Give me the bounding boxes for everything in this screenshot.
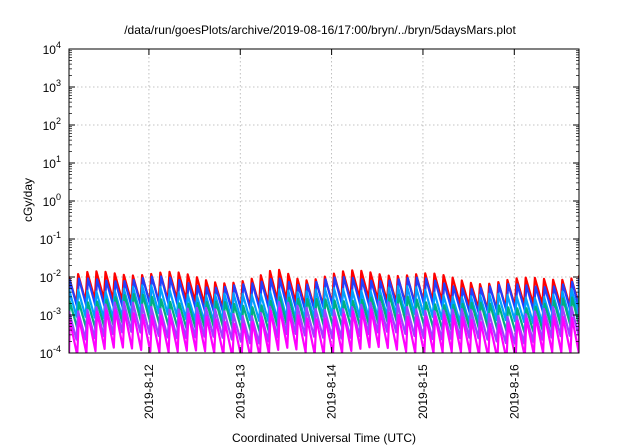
- series-group: [69, 268, 579, 353]
- series-line: [69, 306, 579, 353]
- y-tick-label: 102: [43, 116, 61, 133]
- y-tick-label: 103: [43, 78, 61, 95]
- y-tick-label: 10-3: [40, 306, 61, 323]
- x-tick-label: 2019-8-12: [142, 364, 156, 419]
- series-line: [69, 300, 579, 345]
- x-ticks: 2019-8-12 2019-8-13 2019-8-14 2019-8-15 2019…: [142, 49, 521, 419]
- y-ticks: 10-4 10-3 10-2 10-1 100 101 102 103 104: [40, 40, 579, 361]
- x-axis-label: Coordinated Universal Time (UTC): [232, 431, 416, 445]
- y-axis-label: cGy/day: [21, 178, 35, 222]
- y-tick-label: 100: [43, 192, 61, 209]
- y-tick-label: 104: [43, 40, 61, 57]
- series-line: [69, 284, 579, 325]
- y-tick-label: 10-1: [40, 230, 61, 247]
- chart-title: /data/run/goesPlots/archive/2019-08-16/1…: [124, 23, 516, 37]
- x-tick-label: 2019-8-14: [325, 364, 339, 419]
- y-tick-label: 10-4: [40, 344, 61, 361]
- x-tick-label: 2019-8-16: [507, 364, 521, 419]
- y-tick-label: 10-2: [40, 268, 61, 285]
- y-tick-label: 101: [43, 154, 61, 171]
- x-tick-label: 2019-8-13: [233, 364, 247, 419]
- x-tick-label: 2019-8-15: [416, 364, 430, 419]
